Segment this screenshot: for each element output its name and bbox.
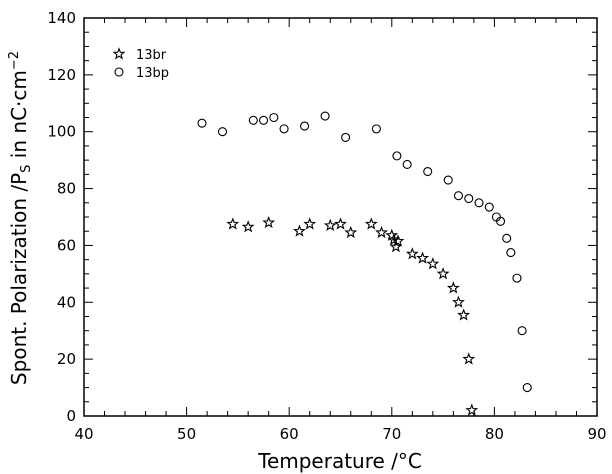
point-13br — [375, 225, 388, 239]
x-tick-label: 70 — [382, 425, 401, 443]
data-points — [197, 111, 532, 416]
point-13bp — [517, 326, 527, 336]
x-tick-label: 60 — [280, 425, 299, 443]
y-tick-label: 80 — [57, 180, 76, 198]
point-13br — [344, 225, 358, 239]
point-13br — [389, 240, 403, 253]
y-tick-label: 100 — [47, 123, 76, 141]
point-13br — [426, 257, 440, 270]
point-13bp — [484, 202, 494, 212]
point-13bp — [453, 191, 464, 201]
axis-ticks — [83, 17, 598, 417]
point-13br — [226, 217, 240, 230]
point-13bp — [197, 118, 207, 128]
point-13bp — [248, 115, 258, 125]
point-13bp — [512, 273, 522, 283]
point-13bp — [300, 121, 310, 131]
y-tick-label: 140 — [47, 9, 76, 27]
point-13bp — [279, 124, 289, 134]
x-axis-title: Temperature /°C — [257, 449, 422, 473]
legend-circle-marker — [114, 67, 124, 77]
point-13br — [405, 247, 419, 260]
point-13br — [364, 217, 378, 230]
point-13br — [416, 251, 430, 264]
point-13br — [391, 234, 405, 247]
point-13bp — [269, 112, 279, 123]
x-tick-label: 90 — [587, 425, 606, 443]
point-13bp — [496, 216, 506, 226]
point-13bp — [464, 193, 474, 204]
point-13br — [465, 403, 479, 416]
point-13br — [262, 215, 276, 229]
x-tick-label: 50 — [177, 425, 196, 443]
point-13bp — [423, 166, 433, 177]
point-13br — [457, 308, 471, 321]
point-13br — [303, 217, 317, 230]
y-tick-label: 120 — [47, 66, 76, 84]
y-tick-label: 60 — [57, 236, 76, 254]
point-13bp — [474, 198, 484, 208]
x-tick-label: 80 — [485, 425, 504, 443]
point-13br — [462, 352, 476, 365]
legend-label-13br: 13br — [136, 48, 167, 63]
point-13br — [323, 218, 337, 232]
point-13bp — [506, 247, 516, 258]
y-tick-label: 40 — [57, 293, 76, 311]
point-13bp — [522, 383, 532, 393]
point-13br — [436, 267, 450, 280]
legend-star-marker — [112, 47, 126, 60]
point-13bp — [502, 233, 512, 243]
point-13bp — [341, 132, 351, 142]
point-13bp — [392, 151, 402, 161]
legend-label-13bp: 13bp — [136, 66, 169, 81]
point-13br — [446, 281, 460, 294]
point-13bp — [371, 124, 381, 134]
tick-labels: 40 50 60 70 80 90 0 20 40 60 80 100 120 140 — [47, 9, 606, 443]
point-13bp — [402, 159, 412, 169]
x-tick-label: 40 — [74, 425, 93, 443]
point-13bp — [443, 175, 453, 185]
point-13br — [241, 220, 255, 233]
y-tick-label: 20 — [57, 350, 76, 368]
y-axis-title: Spont. Polarization /PS in nC·cm−2 — [7, 51, 34, 385]
legend: 13br 13bp — [112, 47, 169, 81]
point-13br — [452, 295, 465, 308]
point-13br — [334, 217, 347, 230]
point-13bp — [258, 115, 269, 125]
point-13br — [293, 224, 306, 237]
y-tick-label: 0 — [66, 407, 76, 425]
point-13bp — [320, 111, 330, 121]
point-13bp — [217, 127, 228, 137]
